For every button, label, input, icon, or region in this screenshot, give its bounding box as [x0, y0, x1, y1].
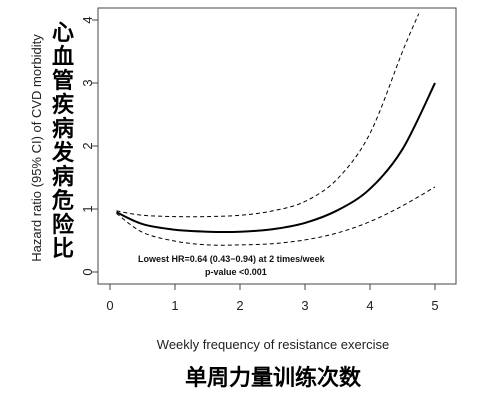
- y-axis: 0 1 2 3 4: [80, 16, 98, 276]
- x-axis-title-cn: 单周力量训练次数: [185, 365, 362, 391]
- annotation-lowest-hr: Lowest HR=0.64 (0.43−0.94) at 2 times/we…: [138, 254, 326, 264]
- x-tick-label: 2: [236, 298, 243, 313]
- y-tick-label: 4: [80, 16, 95, 23]
- x-tick-label: 3: [301, 298, 308, 313]
- y-axis-title-cn: 心血管疾病发病危险比: [51, 21, 75, 262]
- hazard-ratio-line: [116, 82, 436, 233]
- upper-ci-line: [116, 13, 420, 218]
- y-tick-label: 3: [80, 79, 95, 86]
- x-axis: 0 1 2 3 4 5: [106, 284, 439, 313]
- x-tick-label: 0: [106, 298, 113, 313]
- y-axis-title: Hazard ratio (95% CI) of CVD morbidity: [29, 34, 44, 262]
- x-tick-label: 5: [431, 298, 438, 313]
- y-tick-label: 1: [80, 205, 95, 212]
- annotation-p-value: p-value <0.001: [205, 267, 267, 277]
- x-tick-label: 1: [171, 298, 178, 313]
- lower-ci-line: [116, 186, 436, 246]
- y-tick-label: 2: [80, 142, 95, 149]
- x-tick-label: 4: [366, 298, 373, 313]
- x-axis-title: Weekly frequency of resistance exercise: [157, 337, 389, 352]
- y-tick-label: 0: [80, 268, 95, 275]
- plot-frame: [97, 7, 457, 285]
- curves: [116, 13, 436, 246]
